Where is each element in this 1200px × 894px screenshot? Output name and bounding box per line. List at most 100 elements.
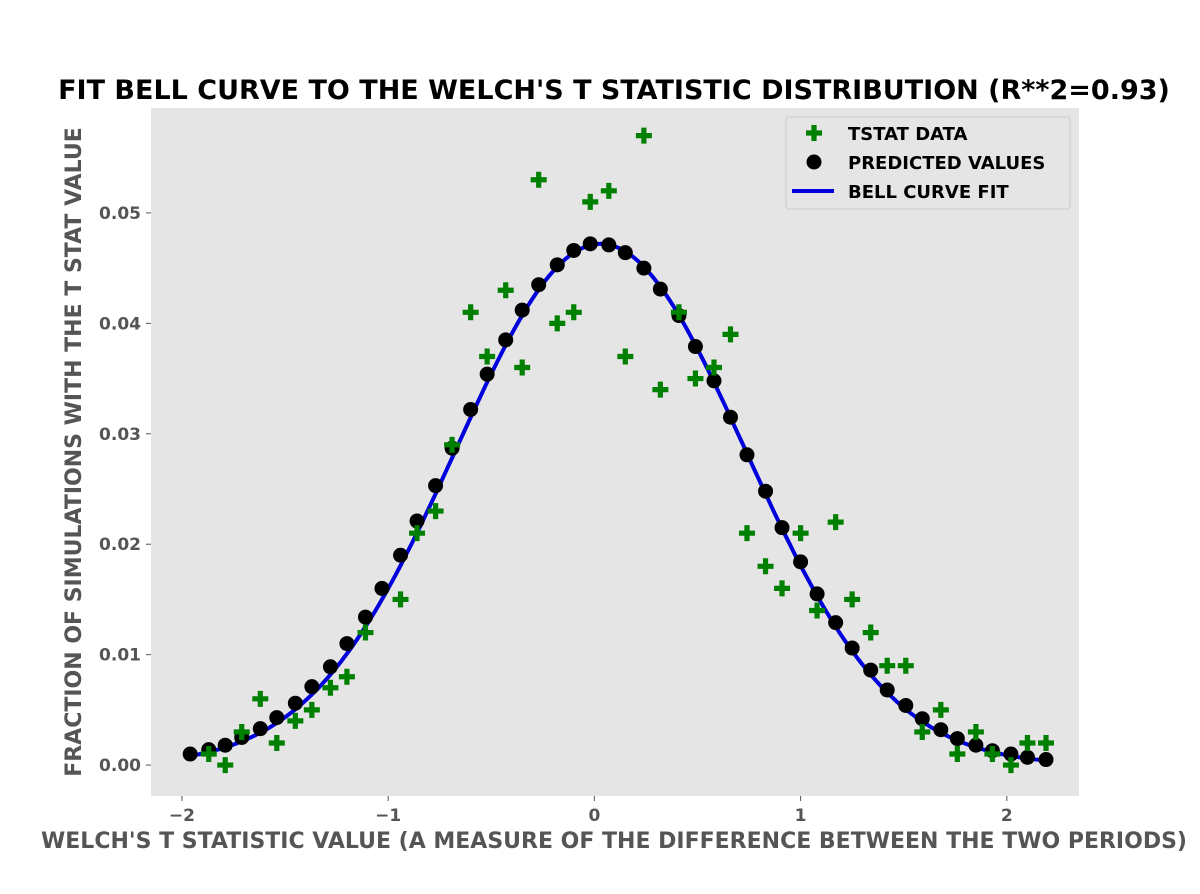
predicted-value-point	[828, 615, 844, 631]
tstat-data-point	[949, 746, 966, 763]
x-axis-ticks: −2 −1 0 1 2	[169, 796, 1013, 826]
tstat-data-point	[792, 525, 809, 542]
predicted-value-point	[393, 547, 409, 563]
series-layer	[182, 127, 1055, 774]
predicted-value-point	[687, 339, 703, 355]
tstat-data-point	[252, 690, 269, 707]
predicted-value-point	[793, 554, 809, 570]
predicted-value-point	[1038, 752, 1054, 768]
x-tick-label: 1	[795, 806, 807, 826]
tstat-data-point	[687, 370, 704, 387]
plot-area	[151, 108, 1079, 796]
legend-label: TSTAT DATA	[848, 124, 968, 145]
predicted-value-point	[758, 483, 774, 499]
predicted-value-point	[706, 373, 722, 389]
predicted-value-point	[1003, 746, 1019, 762]
tstat-data-point	[967, 723, 984, 740]
predicted-value-point	[722, 409, 738, 425]
tstat-data-point	[705, 359, 722, 376]
predicted-value-point	[287, 695, 303, 711]
tstat-data-point	[268, 734, 285, 751]
tstat-data-series	[200, 127, 1055, 774]
predicted-value-point	[217, 737, 233, 753]
predicted-value-point	[968, 737, 984, 753]
tstat-data-point	[427, 503, 444, 520]
y-axis-label: FRACTION OF SIMULATIONS WITH THE T STAT …	[62, 127, 87, 777]
tstat-data-point	[565, 304, 582, 321]
predicted-value-point	[898, 697, 914, 713]
tstat-data-point	[217, 757, 234, 774]
tstat-data-point	[722, 326, 739, 343]
predicted-value-point	[949, 731, 965, 747]
x-axis-label: WELCH'S T STATISTIC VALUE (A MEASURE OF …	[41, 829, 1187, 854]
tstat-data-point	[582, 193, 599, 210]
legend-circle-icon	[806, 154, 822, 170]
tstat-data-point	[462, 304, 479, 321]
tstat-data-point	[600, 182, 617, 199]
legend-box	[785, 116, 1071, 210]
x-tick-label: 2	[1001, 806, 1013, 826]
predicted-value-point	[304, 679, 320, 695]
tstat-data-point	[530, 171, 547, 188]
tstat-data-point	[514, 359, 531, 376]
predicted-value-point	[601, 237, 617, 253]
predicted-value-point	[739, 447, 755, 463]
y-tick-label: 0.00	[99, 756, 141, 776]
predicted-value-point	[357, 609, 373, 625]
tstat-data-point	[1019, 734, 1036, 751]
tstat-data-point	[1002, 757, 1019, 774]
tstat-data-point	[670, 304, 687, 321]
predicted-value-point	[566, 242, 582, 258]
predicted-value-point	[844, 640, 860, 656]
predicted-value-point	[1019, 749, 1035, 765]
predicted-value-point	[498, 332, 514, 348]
predicted-value-point	[463, 401, 479, 417]
y-axis-ticks: 0.00 0.01 0.02 0.03 0.04 0.05	[99, 204, 151, 776]
tstat-data-point	[479, 348, 496, 365]
predicted-value-point	[428, 478, 444, 494]
predicted-value-point	[531, 277, 547, 293]
tstat-data-point	[844, 591, 861, 608]
predicted-value-point	[879, 682, 895, 698]
tstat-data-point	[879, 657, 896, 674]
tstat-data-point	[409, 525, 426, 542]
tstat-data-point	[497, 282, 514, 299]
predicted-value-point	[914, 711, 930, 727]
legend-label: BELL CURVE FIT	[848, 182, 1009, 203]
x-tick-label: −2	[169, 806, 195, 826]
y-tick-label: 0.05	[99, 204, 141, 224]
predicted-value-point	[514, 302, 530, 318]
y-tick-label: 0.04	[99, 314, 141, 334]
tstat-data-point	[897, 657, 914, 674]
x-tick-label: 0	[588, 806, 600, 826]
tstat-data-point	[738, 525, 755, 542]
predicted-value-point	[549, 257, 565, 273]
tstat-data-point	[914, 723, 931, 740]
tstat-data-point	[444, 436, 461, 453]
predicted-value-point	[863, 662, 879, 678]
tstat-data-point	[357, 624, 374, 641]
tstat-data-point	[200, 746, 217, 763]
legend: TSTAT DATA PREDICTED VALUES BELL CURVE FIT	[785, 116, 1071, 210]
y-tick-label: 0.03	[99, 425, 141, 445]
predicted-value-point	[409, 513, 425, 529]
tstat-data-point	[862, 624, 879, 641]
predicted-value-point	[339, 636, 355, 652]
predicted-value-point	[636, 260, 652, 276]
predicted-value-point	[809, 586, 825, 602]
tstat-data-point	[233, 723, 250, 740]
tstat-data-point	[549, 315, 566, 332]
predicted-value-point	[617, 245, 633, 261]
predicted-value-point	[479, 366, 495, 382]
x-tick-label: −1	[375, 806, 401, 826]
predicted-value-point	[252, 721, 268, 737]
chart-title: FIT BELL CURVE TO THE WELCH'S T STATISTI…	[58, 75, 1170, 106]
predicted-value-point	[774, 520, 790, 536]
tstat-data-point	[757, 558, 774, 575]
tstat-data-point	[1038, 734, 1055, 751]
predicted-value-point	[652, 281, 668, 297]
predicted-value-point	[582, 236, 598, 252]
tstat-data-point	[827, 514, 844, 531]
tstat-data-point	[809, 602, 826, 619]
